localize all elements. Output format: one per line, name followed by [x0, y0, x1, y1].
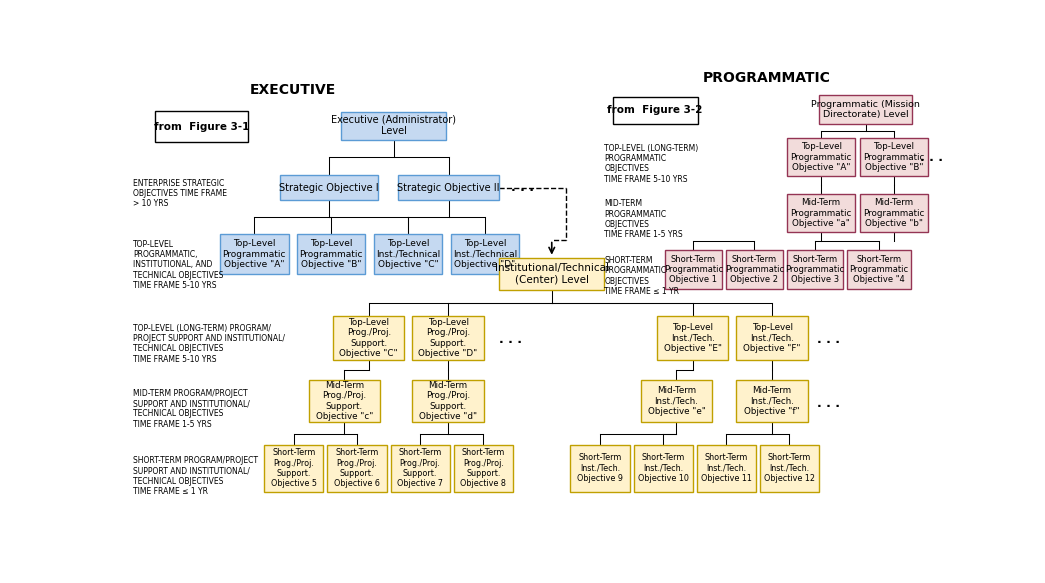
Text: Mid-Term
Prog./Proj.
Support.
Objective "d": Mid-Term Prog./Proj. Support. Objective … — [419, 381, 478, 421]
Text: Top-Level
Prog./Proj.
Support.
Objective "D": Top-Level Prog./Proj. Support. Objective… — [418, 318, 478, 358]
Text: Short-Term
Inst./Tech.
Objective 12: Short-Term Inst./Tech. Objective 12 — [764, 454, 815, 483]
Text: Mid-Term
Inst./Tech.
Objective "e": Mid-Term Inst./Tech. Objective "e" — [648, 386, 705, 416]
Text: Short-Term
Inst./Tech.
Objective 11: Short-Term Inst./Tech. Objective 11 — [701, 454, 751, 483]
Text: SHORT-TERM
PROGRAMMATIC
OBJECTIVES
TIME FRAME ≤ 1 YR: SHORT-TERM PROGRAMMATIC OBJECTIVES TIME … — [604, 256, 679, 296]
Text: . . .: . . . — [817, 333, 840, 346]
FancyBboxPatch shape — [737, 380, 808, 422]
FancyBboxPatch shape — [341, 112, 446, 139]
Text: . . .: . . . — [500, 333, 522, 346]
Text: Short-Term
Prog./Proj.
Support.
Objective 6: Short-Term Prog./Proj. Support. Objectiv… — [334, 448, 380, 489]
FancyBboxPatch shape — [726, 251, 783, 289]
FancyBboxPatch shape — [737, 315, 808, 360]
FancyBboxPatch shape — [309, 380, 380, 422]
FancyBboxPatch shape — [666, 251, 722, 289]
Text: Strategic Objective II: Strategic Objective II — [397, 183, 500, 193]
Text: . . .: . . . — [817, 396, 840, 409]
FancyBboxPatch shape — [860, 138, 928, 176]
Text: Top-Level
Prog./Proj.
Support.
Objective "C": Top-Level Prog./Proj. Support. Objective… — [340, 318, 398, 358]
FancyBboxPatch shape — [454, 445, 513, 492]
Text: Top-Level
Inst./Technical
Objective "C": Top-Level Inst./Technical Objective "C" — [376, 239, 440, 269]
FancyBboxPatch shape — [297, 234, 366, 274]
FancyBboxPatch shape — [860, 194, 928, 233]
FancyBboxPatch shape — [612, 97, 698, 124]
Text: Short-Term
Programmatic
Objective 1: Short-Term Programmatic Objective 1 — [664, 255, 723, 285]
FancyBboxPatch shape — [787, 138, 856, 176]
Text: TOP-LEVEL (LONG-TERM) PROGRAM/
PROJECT SUPPORT AND INSTITUTIONAL/
TECHNICAL OBJE: TOP-LEVEL (LONG-TERM) PROGRAM/ PROJECT S… — [133, 324, 285, 364]
FancyBboxPatch shape — [391, 445, 449, 492]
Text: Top-Level
Programmatic
Objective "B": Top-Level Programmatic Objective "B" — [863, 142, 925, 172]
Text: Mid-Term
Inst./Tech.
Objective "f": Mid-Term Inst./Tech. Objective "f" — [744, 386, 799, 416]
FancyBboxPatch shape — [280, 175, 377, 200]
FancyBboxPatch shape — [333, 315, 404, 360]
Text: Short-Term
Inst./Tech.
Objective 9: Short-Term Inst./Tech. Objective 9 — [577, 454, 623, 483]
Text: Short-Term
Prog./Proj.
Support.
Objective 8: Short-Term Prog./Proj. Support. Objectiv… — [461, 448, 506, 489]
Text: Mid-Term
Programmatic
Objective "b": Mid-Term Programmatic Objective "b" — [863, 198, 925, 229]
FancyBboxPatch shape — [155, 111, 248, 142]
Text: from  Figure 3-2: from Figure 3-2 — [607, 106, 702, 115]
FancyBboxPatch shape — [264, 445, 323, 492]
Text: MID-TERM PROGRAM/PROJECT
SUPPORT AND INSTITUTIONAL/
TECHNICAL OBJECTIVES
TIME FR: MID-TERM PROGRAM/PROJECT SUPPORT AND INS… — [133, 389, 250, 429]
Text: TOP-LEVEL
PROGRAMMATIC,
INSTITUTIONAL, AND
TECHNICAL OBJECTIVES
TIME FRAME 5-10 : TOP-LEVEL PROGRAMMATIC, INSTITUTIONAL, A… — [133, 240, 224, 290]
Text: Short-Term
Inst./Tech.
Objective 10: Short-Term Inst./Tech. Objective 10 — [637, 454, 689, 483]
Text: Short-Term
Programmatic
Objective "4: Short-Term Programmatic Objective "4 — [850, 255, 908, 285]
Text: Mid-Term
Prog./Proj.
Support.
Objective "c": Mid-Term Prog./Proj. Support. Objective … — [316, 381, 373, 421]
FancyBboxPatch shape — [787, 194, 856, 233]
FancyBboxPatch shape — [413, 380, 484, 422]
FancyBboxPatch shape — [697, 445, 756, 492]
FancyBboxPatch shape — [657, 315, 728, 360]
Text: PROGRAMMATIC: PROGRAMMATIC — [702, 71, 831, 85]
Text: Short-Term
Prog./Proj.
Support.
Objective 7: Short-Term Prog./Proj. Support. Objectiv… — [397, 448, 443, 489]
FancyBboxPatch shape — [398, 175, 500, 200]
Text: Strategic Objective I: Strategic Objective I — [279, 183, 379, 193]
FancyBboxPatch shape — [219, 234, 288, 274]
Text: Top-Level
Programmatic
Objective "B": Top-Level Programmatic Objective "B" — [299, 239, 363, 269]
Text: Short-Term
Programmatic
Objective 3: Short-Term Programmatic Objective 3 — [786, 255, 844, 285]
Text: EXECUTIVE: EXECUTIVE — [250, 83, 335, 97]
FancyBboxPatch shape — [760, 445, 819, 492]
Text: . . .: . . . — [921, 151, 944, 164]
FancyBboxPatch shape — [327, 445, 387, 492]
Text: . . .: . . . — [511, 181, 534, 194]
Text: MID-TERM
PROGRAMMATIC
OBJECTIVES
TIME FRAME 1-5 YRS: MID-TERM PROGRAMMATIC OBJECTIVES TIME FR… — [604, 199, 683, 240]
Text: Top-Level
Inst./Tech.
Objective "E": Top-Level Inst./Tech. Objective "E" — [664, 323, 722, 353]
FancyBboxPatch shape — [374, 234, 442, 274]
Text: Short-Term
Prog./Proj.
Support.
Objective 5: Short-Term Prog./Proj. Support. Objectiv… — [271, 448, 317, 489]
Text: Executive (Administrator)
Level: Executive (Administrator) Level — [331, 115, 457, 136]
FancyBboxPatch shape — [787, 251, 843, 289]
Text: TOP-LEVEL (LONG-TERM)
PROGRAMMATIC
OBJECTIVES
TIME FRAME 5-10 YRS: TOP-LEVEL (LONG-TERM) PROGRAMMATIC OBJEC… — [604, 143, 699, 184]
FancyBboxPatch shape — [633, 445, 693, 492]
Text: Institutional/Technical
(Center) Level: Institutional/Technical (Center) Level — [494, 263, 609, 285]
Text: Top-Level
Programmatic
Objective "A": Top-Level Programmatic Objective "A" — [790, 142, 852, 172]
FancyBboxPatch shape — [847, 251, 910, 289]
Text: SHORT-TERM PROGRAM/PROJECT
SUPPORT AND INSTITUTIONAL/
TECHNICAL OBJECTIVES
TIME : SHORT-TERM PROGRAM/PROJECT SUPPORT AND I… — [133, 456, 258, 496]
Text: Top-Level
Inst./Tech.
Objective "F": Top-Level Inst./Tech. Objective "F" — [743, 323, 800, 353]
FancyBboxPatch shape — [500, 258, 604, 290]
Text: from  Figure 3-1: from Figure 3-1 — [154, 121, 249, 132]
FancyBboxPatch shape — [450, 234, 519, 274]
Text: Top-Level
Programmatic
Objective "A": Top-Level Programmatic Objective "A" — [223, 239, 286, 269]
Text: Mid-Term
Programmatic
Objective "a": Mid-Term Programmatic Objective "a" — [790, 198, 852, 229]
FancyBboxPatch shape — [413, 315, 484, 360]
Text: Programmatic (Mission
Directorate) Level: Programmatic (Mission Directorate) Level — [811, 100, 920, 119]
FancyBboxPatch shape — [641, 380, 712, 422]
Text: Short-Term
Programmatic
Objective 2: Short-Term Programmatic Objective 2 — [724, 255, 784, 285]
Text: Top-Level
Inst./Technical
Objective "D": Top-Level Inst./Technical Objective "D" — [452, 239, 517, 269]
FancyBboxPatch shape — [571, 445, 629, 492]
Text: ENTERPRISE STRATEGIC
OBJECTIVES TIME FRAME
> 10 YRS: ENTERPRISE STRATEGIC OBJECTIVES TIME FRA… — [133, 178, 227, 208]
FancyBboxPatch shape — [819, 94, 912, 124]
